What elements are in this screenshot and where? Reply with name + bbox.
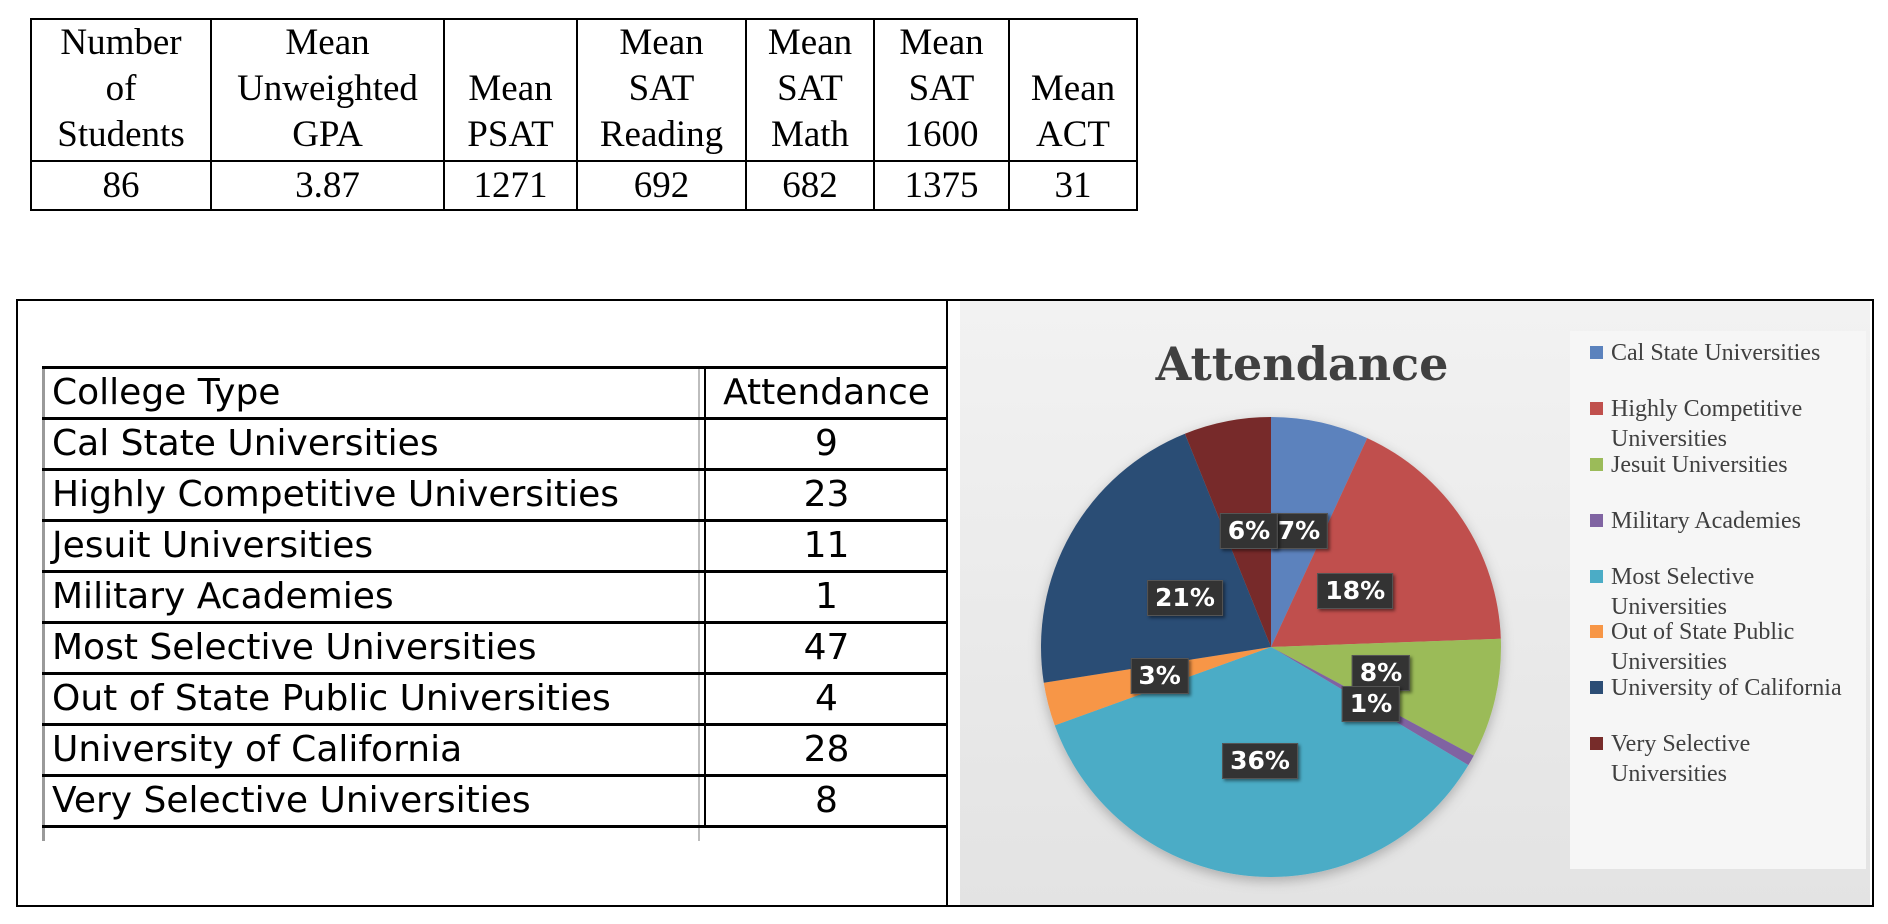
table-row: Military Academies 1 [42,571,947,624]
legend-item-most-selective-universities: Most Selective Universities [1590,562,1871,622]
row-college-type: Most Selective Universities [42,622,706,675]
attendance-table: College Type Attendance Cal State Univer… [42,366,947,828]
stats-sat-reading-value: 692 [576,160,747,211]
legend-item-jesuit-universities: Jesuit Universities [1590,450,1871,480]
data-label-highly-competitive-universities: 18% [1317,572,1394,609]
pie-slice-university-of-california [1041,433,1271,683]
data-label-out-of-state-public-universities: 3% [1130,657,1189,694]
table-row: Most Selective Universities 47 [42,622,947,675]
row-college-type: University of California [42,724,706,777]
pie-slices [1041,417,1501,877]
legend-item-very-selective-universities: Very Selective Universities [1590,729,1871,789]
pie-chart [1041,417,1501,877]
stats-psat-value: 1271 [443,160,578,211]
data-label-cal-state-universities: 7% [1269,513,1329,549]
stats-act-value: 31 [1008,160,1138,211]
legend-label: Jesuit Universities [1611,452,1788,478]
table-row: Out of State Public Universities 4 [42,673,947,726]
chart-title: Attendance [1155,337,1449,391]
legend-label: Military Academies [1611,508,1801,534]
table-row: University of California 28 [42,724,947,777]
legend-label: Out of State Public Universities [1611,619,1795,675]
bottom-frame [16,299,1874,907]
stats-header-gpa: Mean Unweighted GPA [210,18,445,162]
row-attendance: 1 [705,571,947,624]
legend-swatch [1590,737,1603,750]
table-row: Jesuit Universities 11 [42,520,947,573]
legend-item-out-of-state-public-universities: Out of State Public Universities [1590,617,1871,677]
legend-swatch [1590,570,1603,583]
legend-item-cal-state-universities: Cal State Universities [1590,338,1871,368]
stats-header-row: Number of Students Mean Unweighted GPA Mean P… [30,18,1138,162]
legend-swatch [1590,402,1603,415]
header-attendance: Attendance [705,366,947,420]
legend-label: Cal State Universities [1611,340,1821,366]
row-attendance: 23 [705,469,947,522]
stats-header-act: Mean ACT [1008,18,1138,162]
data-label-jesuit-universities: 8% [1351,655,1411,691]
legend-label: Most Selective Universities [1611,564,1755,620]
stats-sat-math-value: 682 [745,160,875,211]
legend-item-military-academies: Military Academies [1590,506,1871,536]
row-attendance: 28 [705,724,947,777]
stats-header-sat-1600: Mean SAT 1600 [873,18,1010,162]
chart-legend: Cal State Universities Highly Competitive… [1570,331,1866,869]
data-label-university-of-california: 21% [1147,580,1223,617]
legend-swatch [1590,346,1603,359]
row-college-type: Cal State Universities [42,418,706,471]
row-attendance: 47 [705,622,947,675]
row-attendance: 8 [705,775,947,828]
data-label-very-selective-universities: 6% [1219,513,1279,549]
header-college-type: College Type [42,366,706,420]
legend-swatch [1590,681,1603,694]
stats-gpa-value: 3.87 [210,160,445,211]
row-college-type: Jesuit Universities [42,520,706,573]
legend-swatch [1590,458,1603,471]
table-header-row: College Type Attendance [42,366,947,420]
data-label-most-selective-universities: 36% [1222,743,1298,780]
legend-label: Highly Competitive Universities [1611,396,1803,452]
row-college-type: Highly Competitive Universities [42,469,706,522]
legend-item-university-of-california: University of California [1590,673,1871,703]
stats-header-psat: Mean PSAT [443,18,578,162]
chart-panel: Attendance 7% 18% 8% 1% 36% 3% 21% 6% Cal State… [960,301,1870,905]
stats-table: Number of Students Mean Unweighted GPA Mean P… [30,18,1138,211]
frame-divider [946,299,948,907]
stats-sat-1600-value: 1375 [873,160,1010,211]
table-row: Highly Competitive Universities 23 [42,469,947,522]
row-college-type: Very Selective Universities [42,775,706,828]
data-label-military-academies: 1% [1341,686,1401,722]
attendance-table-wrapper: College Type Attendance Cal State Univer… [42,366,947,828]
stats-value-row: 86 3.87 1271 692 682 1375 31 [30,160,1138,211]
table-row: Cal State Universities 9 [42,418,947,471]
legend-item-highly-competitive-universities: Highly Competitive Universities [1590,394,1871,454]
legend-swatch [1590,625,1603,638]
row-attendance: 4 [705,673,947,726]
row-college-type: Out of State Public Universities [42,673,706,726]
legend-swatch [1590,514,1603,527]
stats-students-value: 86 [30,160,212,211]
legend-label: University of California [1611,675,1842,701]
stats-header-sat-math: Mean SAT Math [745,18,875,162]
row-college-type: Military Academies [42,571,706,624]
stats-header-sat-reading: Mean SAT Reading [576,18,747,162]
row-attendance: 11 [705,520,947,573]
row-attendance: 9 [705,418,947,471]
stats-header-students: Number of Students [30,18,212,162]
table-row: Very Selective Universities 8 [42,775,947,828]
legend-label: Very Selective Universities [1611,731,1751,787]
